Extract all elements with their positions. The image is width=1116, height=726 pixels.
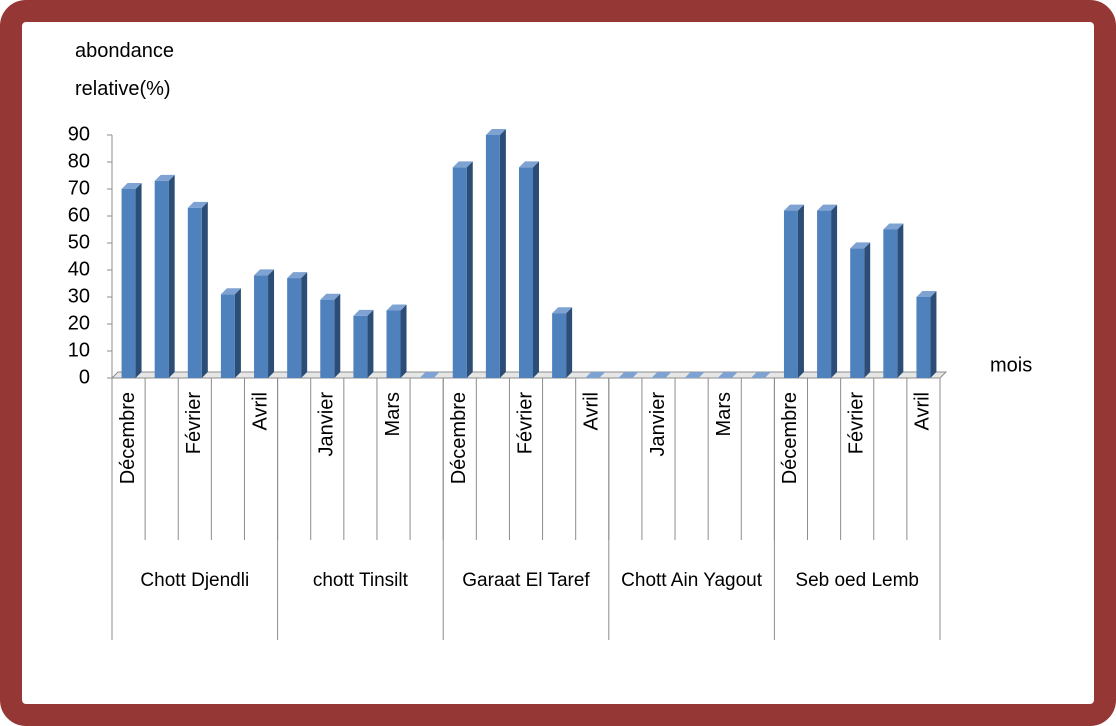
bar-top: [187, 201, 208, 208]
bar: [121, 189, 136, 378]
x-tick-label: Avril: [249, 392, 271, 431]
bar-top: [353, 309, 374, 316]
y-tick-label: 90: [68, 123, 90, 145]
bar: [386, 310, 401, 378]
bar-top: [850, 242, 871, 249]
bar-top: [618, 372, 639, 378]
bar: [220, 294, 235, 378]
y-tick-label: 50: [68, 231, 90, 253]
bar-top: [519, 161, 539, 168]
bar: [187, 207, 202, 378]
x-tick-label: Février: [183, 392, 205, 455]
y-tick-label: 20: [68, 312, 90, 334]
group-label: Garaat El Taref: [462, 570, 590, 591]
bar: [452, 167, 467, 378]
bar: [817, 210, 832, 378]
bar-side: [334, 293, 341, 378]
bar-top: [552, 307, 573, 314]
y-tick-label: 40: [68, 258, 90, 280]
bar: [254, 275, 269, 378]
x-tick-label: Décembre: [448, 392, 470, 484]
bar-top: [121, 183, 142, 189]
group-label: Seb oed Lemb: [795, 570, 919, 591]
bar: [519, 167, 533, 378]
x-tick-label: Mars: [713, 392, 735, 436]
y-tick-label: 30: [68, 285, 90, 307]
bar-side: [234, 288, 241, 378]
x-tick-label: Décembre: [779, 392, 801, 484]
y-axis-label: abondance relative(%): [75, 40, 174, 100]
bar-side: [168, 174, 175, 378]
bar: [154, 180, 169, 378]
bar: [287, 278, 302, 378]
bar: [320, 299, 335, 378]
bar-top: [651, 372, 672, 378]
bar-side: [466, 161, 473, 378]
bar-top: [287, 272, 308, 279]
bar-top: [817, 204, 838, 211]
group-label: chott Tinsilt: [312, 570, 408, 591]
bar-top: [386, 304, 407, 311]
bar-top: [883, 223, 904, 230]
bar-side: [135, 183, 142, 378]
x-tick-label: Janvier: [316, 392, 338, 457]
bar-top: [717, 372, 738, 378]
bar-top: [916, 291, 937, 297]
bar: [783, 210, 798, 378]
y-tick-label: 60: [68, 204, 90, 226]
bar-side: [301, 272, 308, 378]
bar: [353, 315, 368, 378]
x-tick-label: Décembre: [117, 392, 139, 484]
y-tick-label: 0: [79, 366, 90, 388]
bar-side: [897, 223, 904, 378]
bar-side: [201, 201, 208, 378]
x-tick-label: Janvier: [647, 392, 669, 457]
bar: [485, 135, 500, 378]
bar-side: [566, 307, 573, 378]
group-label: Chott Djendli: [140, 570, 250, 591]
bar-top: [154, 174, 175, 181]
bar-top: [320, 293, 341, 300]
bar-top: [485, 129, 506, 135]
x-tick-label: Avril: [581, 392, 603, 431]
y-tick-label: 10: [68, 339, 90, 361]
bar-side: [533, 161, 539, 378]
bar-top: [750, 372, 771, 378]
x-tick-label: Février: [845, 392, 867, 455]
x-axis-label: mois: [990, 354, 1032, 376]
bar-side: [499, 129, 506, 378]
bar: [850, 248, 865, 378]
y-tick-label: 80: [68, 150, 90, 172]
bar-side: [930, 291, 937, 378]
bar-top: [783, 204, 804, 211]
group-label: Chott Ain Yagout: [621, 570, 763, 591]
bar-top: [220, 288, 241, 295]
bar-side: [864, 242, 871, 378]
bar-side: [367, 309, 374, 378]
bar-side: [268, 269, 275, 378]
x-tick-label: Mars: [382, 392, 404, 436]
y-tick-label: 70: [68, 177, 90, 199]
bar-top: [684, 372, 705, 378]
bar-top: [585, 372, 606, 378]
bar-top: [452, 161, 473, 168]
bar: [552, 313, 567, 378]
x-tick-label: Avril: [912, 392, 934, 431]
bar-side: [400, 304, 407, 378]
bar-side: [831, 204, 838, 378]
bar: [916, 297, 931, 378]
bar-top: [419, 372, 440, 378]
bar-top: [254, 269, 275, 276]
bar: [883, 229, 898, 378]
bar-side: [797, 204, 804, 378]
x-tick-label: Février: [514, 392, 536, 455]
